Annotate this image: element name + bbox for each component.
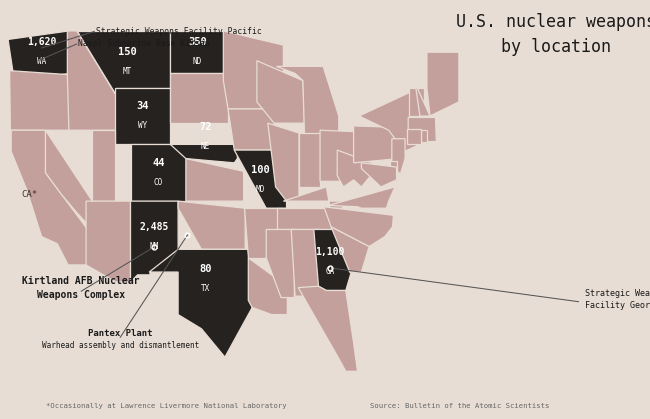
- Polygon shape: [228, 109, 279, 150]
- Text: CA*: CA*: [22, 189, 38, 199]
- Text: 80: 80: [199, 264, 212, 274]
- Polygon shape: [314, 230, 351, 290]
- Polygon shape: [248, 258, 287, 315]
- Polygon shape: [337, 150, 376, 187]
- Polygon shape: [234, 150, 295, 208]
- Text: NM: NM: [150, 242, 159, 251]
- Polygon shape: [46, 130, 92, 230]
- Polygon shape: [421, 130, 427, 142]
- Text: Facility Georgia: Facility Georgia: [585, 301, 650, 310]
- Polygon shape: [359, 88, 421, 152]
- Polygon shape: [115, 88, 170, 145]
- Polygon shape: [331, 227, 369, 272]
- Text: Strategic Weapons: Strategic Weapons: [585, 289, 650, 298]
- Polygon shape: [186, 158, 244, 201]
- Polygon shape: [407, 129, 421, 145]
- Text: U.S. nuclear weapons
by location: U.S. nuclear weapons by location: [456, 13, 650, 56]
- Text: 100: 100: [251, 165, 269, 175]
- Polygon shape: [150, 249, 252, 357]
- Polygon shape: [283, 187, 343, 208]
- Polygon shape: [427, 52, 459, 116]
- Text: MO: MO: [255, 185, 265, 194]
- Polygon shape: [409, 88, 424, 116]
- Polygon shape: [415, 83, 430, 116]
- Text: Naval Submarine Base Kitsap: Naval Submarine Base Kitsap: [78, 39, 209, 49]
- Polygon shape: [266, 230, 294, 297]
- Polygon shape: [77, 31, 170, 95]
- Polygon shape: [277, 208, 345, 230]
- Polygon shape: [11, 130, 88, 265]
- Text: 72: 72: [199, 122, 212, 132]
- Polygon shape: [92, 130, 115, 201]
- Text: Weapons Complex: Weapons Complex: [37, 290, 125, 300]
- Polygon shape: [361, 163, 396, 187]
- Polygon shape: [390, 161, 396, 181]
- Text: 44: 44: [152, 158, 165, 168]
- Text: GA: GA: [326, 267, 335, 276]
- Text: Source: Bulletin of the Atomic Scientists: Source: Bulletin of the Atomic Scientist…: [370, 403, 550, 409]
- Text: 150: 150: [118, 47, 136, 57]
- Polygon shape: [276, 66, 339, 134]
- Text: ND: ND: [193, 57, 202, 66]
- Polygon shape: [131, 145, 186, 201]
- Text: 34: 34: [136, 101, 150, 111]
- Polygon shape: [298, 286, 358, 371]
- Polygon shape: [170, 145, 237, 163]
- Text: MT: MT: [123, 67, 132, 76]
- Polygon shape: [268, 123, 299, 201]
- Text: Strategic Weapons Facility Pacific: Strategic Weapons Facility Pacific: [96, 27, 261, 36]
- Polygon shape: [320, 130, 354, 181]
- Text: WA: WA: [37, 57, 46, 66]
- Polygon shape: [86, 201, 131, 282]
- Polygon shape: [8, 31, 70, 80]
- Text: Warhead assembly and dismantlement: Warhead assembly and dismantlement: [42, 341, 199, 350]
- Polygon shape: [329, 187, 395, 208]
- Text: Pantex Plant: Pantex Plant: [88, 328, 153, 338]
- Text: TX: TX: [201, 284, 210, 293]
- Polygon shape: [131, 201, 178, 282]
- Text: 350: 350: [188, 37, 207, 47]
- Polygon shape: [170, 31, 228, 73]
- Polygon shape: [68, 31, 116, 130]
- Polygon shape: [10, 71, 73, 130]
- Polygon shape: [291, 230, 319, 296]
- Text: 1,100: 1,100: [315, 247, 345, 257]
- Polygon shape: [324, 207, 393, 246]
- Text: NE: NE: [201, 142, 210, 151]
- Polygon shape: [354, 126, 399, 163]
- Text: WY: WY: [138, 121, 148, 130]
- Polygon shape: [392, 139, 405, 174]
- Text: 1,620: 1,620: [27, 37, 57, 47]
- Polygon shape: [257, 61, 304, 123]
- Text: *Occasionally at Lawrence Livermore National Laboratory: *Occasionally at Lawrence Livermore Nati…: [46, 403, 286, 409]
- Polygon shape: [299, 133, 320, 187]
- Text: CO: CO: [154, 178, 163, 187]
- Polygon shape: [408, 117, 436, 142]
- Polygon shape: [244, 208, 283, 258]
- Polygon shape: [224, 31, 283, 109]
- Polygon shape: [178, 201, 245, 249]
- Text: Kirtland AFB Nuclear: Kirtland AFB Nuclear: [23, 276, 140, 286]
- Text: 2,485: 2,485: [139, 222, 168, 232]
- Polygon shape: [170, 73, 228, 123]
